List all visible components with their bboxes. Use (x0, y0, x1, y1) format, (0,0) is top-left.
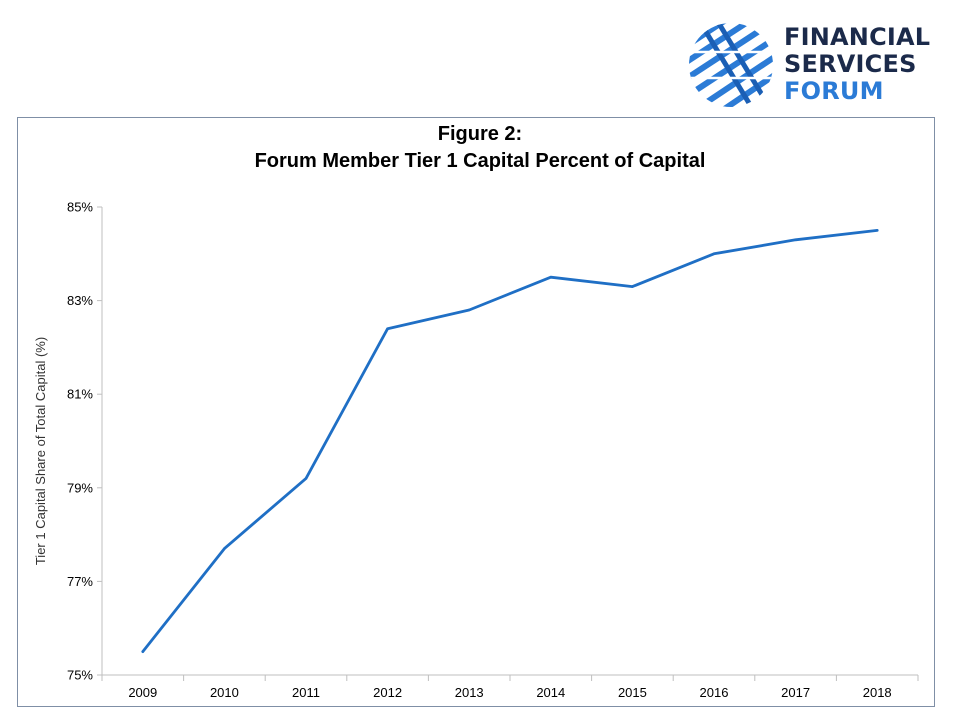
y-tick-label: 75% (67, 668, 93, 683)
chart-title-line-2: Forum Member Tier 1 Capital Percent of C… (254, 150, 706, 172)
x-tick-label: 2010 (210, 685, 239, 700)
x-tick-label: 2013 (455, 685, 484, 700)
data-point (631, 285, 634, 288)
x-tick-label: 2017 (781, 685, 810, 700)
data-point (223, 547, 226, 550)
data-point (386, 327, 389, 330)
y-tick-label: 77% (67, 574, 93, 589)
x-tick-label: 2015 (618, 685, 647, 700)
chart-title-line-1: Figure 2: (437, 123, 523, 145)
data-point (876, 229, 879, 232)
x-tick-label: 2012 (373, 685, 402, 700)
axes (97, 206, 919, 681)
x-tick-label: 2014 (536, 685, 565, 700)
data-point (794, 238, 797, 241)
y-tick-label: 81% (67, 387, 93, 402)
x-tick-label: 2016 (700, 685, 729, 700)
data-point (141, 650, 144, 653)
y-axis-title: Tier 1 Capital Share of Total Capital (%… (33, 337, 48, 565)
financial-services-forum-logo: FINANCIAL SERVICES FORUM (688, 20, 943, 110)
x-tick-label: 2018 (863, 685, 892, 700)
logo-line-financial: FINANCIAL (784, 23, 931, 51)
globe-stripes-icon (689, 23, 773, 107)
x-tick-label: 2009 (128, 685, 157, 700)
logo-line-services: SERVICES (784, 50, 917, 78)
data-point (712, 252, 716, 255)
chart-title: Figure 2: Forum Member Tier 1 Capital Pe… (0, 121, 960, 175)
data-point (304, 477, 308, 480)
logo-line-forum: FORUM (784, 77, 884, 105)
series-line (141, 228, 879, 653)
series (141, 228, 879, 653)
logo-wordmark: FINANCIAL SERVICES FORUM (784, 24, 930, 105)
x-tick-label: 2011 (292, 685, 320, 700)
y-tick-label: 85% (67, 200, 93, 215)
chart-frame (17, 117, 935, 707)
data-point (468, 308, 471, 312)
y-tick-label: 79% (67, 480, 93, 495)
data-point (549, 276, 552, 279)
tick-labels: 75% 77% 79% 81% 83% 85% 2009 2010 2011 2012 2013 20… (67, 200, 892, 701)
y-tick-label: 83% (67, 293, 93, 308)
